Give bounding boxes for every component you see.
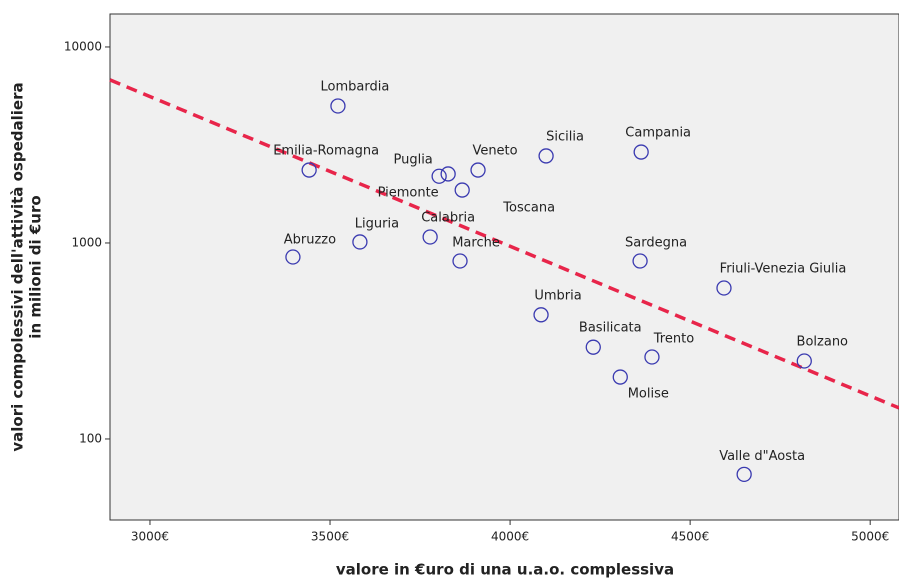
point (440, 166, 456, 182)
x-tick-label: 3000€ (131, 530, 169, 544)
point-label: Liguria (355, 216, 399, 231)
point-label: Toscana (502, 201, 555, 216)
point-label: Basilicata (579, 321, 642, 336)
x-tick-label: 5000€ (851, 530, 889, 544)
point-label: Umbria (534, 288, 581, 303)
point (796, 353, 812, 369)
point (352, 234, 368, 250)
y-tick-label: 10000 (64, 39, 102, 53)
point (736, 466, 752, 482)
point-label: Sicilia (546, 129, 584, 144)
point-label: Molise (628, 387, 669, 402)
point-label: Trento (653, 331, 694, 346)
point (644, 349, 660, 365)
point-label: Veneto (472, 144, 517, 159)
point (431, 168, 447, 184)
point-label: Emilia-Romagna (273, 144, 379, 159)
fit-line (109, 78, 899, 410)
point (470, 162, 486, 178)
point (452, 253, 468, 269)
point-label: Marche (452, 236, 500, 251)
point (533, 307, 549, 323)
point (330, 98, 346, 114)
point (285, 249, 301, 265)
point (538, 148, 554, 164)
x-axis-title: valore in €uro di una u.a.o. complessiva (336, 561, 674, 579)
point-label: Campania (625, 126, 691, 141)
point (612, 369, 628, 385)
y-axis-title: valori compolessivi dell'attività ospeda… (9, 82, 27, 451)
point-label: Bolzano (797, 334, 849, 349)
y-tick-label: 1000 (71, 235, 102, 249)
point-label: Calabria (421, 210, 475, 225)
point-label: Friuli-Venezia Giulia (720, 262, 847, 277)
point-label: Sardegna (625, 236, 687, 251)
point-label: Piemonte (378, 186, 439, 201)
point-label: Abruzzo (284, 233, 336, 248)
point (301, 162, 317, 178)
y-tick-label: 100 (79, 431, 102, 445)
point (633, 144, 649, 160)
point (422, 229, 438, 245)
x-tick-label: 4000€ (491, 530, 529, 544)
point (632, 253, 648, 269)
point-label: Puglia (393, 152, 432, 167)
plot-area (109, 13, 899, 521)
point-label: Lombardia (321, 79, 390, 94)
point (454, 182, 470, 198)
point-label: Valle d"Aosta (719, 449, 805, 464)
x-tick-label: 4500€ (671, 530, 709, 544)
y-axis-title: in milioni di €uro (27, 195, 45, 338)
x-tick-label: 3500€ (311, 530, 349, 544)
point (585, 339, 601, 355)
point (716, 280, 732, 296)
